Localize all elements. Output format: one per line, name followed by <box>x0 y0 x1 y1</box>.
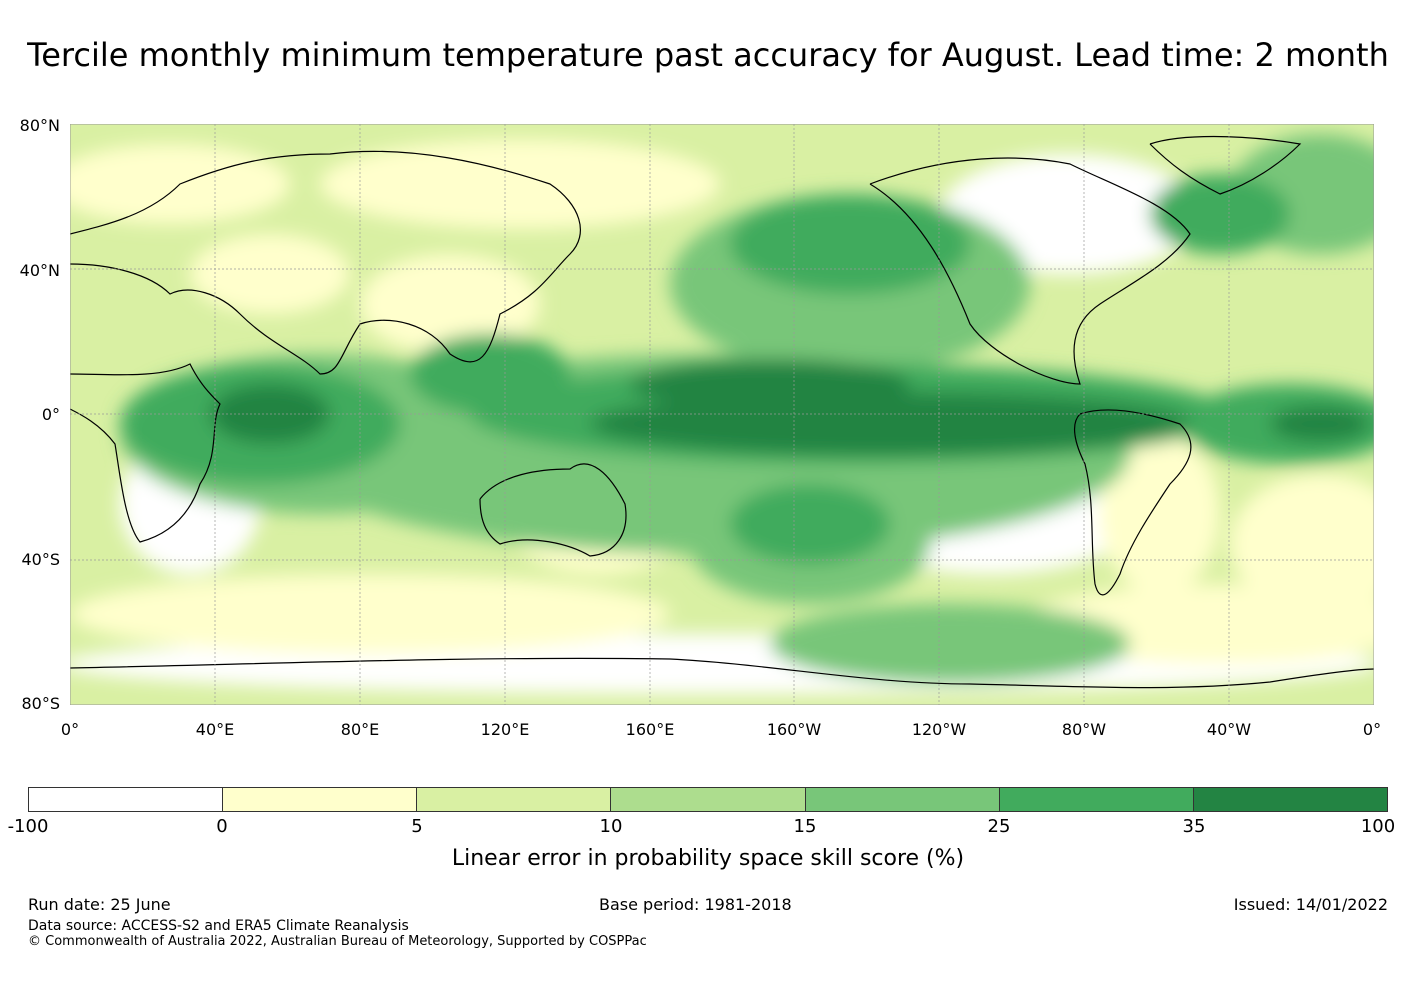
colorbar-bin <box>804 788 999 811</box>
lon-label-80e: 80°E <box>340 720 380 739</box>
lon-label-160e: 160°E <box>625 720 675 739</box>
lon-label-120w: 120°W <box>911 720 967 739</box>
lon-label-0: 0° <box>60 720 80 739</box>
skill-field <box>70 134 1374 694</box>
colorbar <box>28 787 1388 812</box>
lon-label-0-right: 0° <box>1362 720 1382 739</box>
lat-label-80s: 80°S <box>21 694 60 713</box>
colorbar-label: Linear error in probability space skill … <box>451 846 965 871</box>
colorbar-tick: 35 <box>1182 816 1206 837</box>
colorbar-bin <box>416 788 611 811</box>
colorbar-bin <box>998 788 1193 811</box>
base-period: Base period: 1981-2018 <box>599 895 792 914</box>
lon-label-80w: 80°W <box>1061 720 1107 739</box>
lon-label-120e: 120°E <box>480 720 530 739</box>
lon-label-160w: 160°W <box>766 720 822 739</box>
lat-label-80n: 80°N <box>19 116 60 135</box>
lat-label-40n: 40°N <box>19 261 60 280</box>
colorbar-bin <box>1192 788 1387 811</box>
colorbar-tick: 5 <box>411 816 423 837</box>
copyright: © Commonwealth of Australia 2022, Austra… <box>28 934 647 949</box>
run-date: Run date: 25 June <box>28 895 171 914</box>
colorbar-tick: 10 <box>599 816 623 837</box>
colorbar-tick: -100 <box>7 816 49 837</box>
lat-label-40s: 40°S <box>21 550 60 569</box>
colorbar-tick: 100 <box>1360 816 1396 837</box>
map-canvas <box>70 124 1374 705</box>
colorbar-tick: 0 <box>216 816 228 837</box>
lat-label-0: 0° <box>41 405 60 424</box>
colorbar-bin <box>610 788 805 811</box>
colorbar-tick: 15 <box>793 816 817 837</box>
lon-label-40e: 40°E <box>195 720 235 739</box>
lon-label-40w: 40°W <box>1206 720 1252 739</box>
data-source: Data source: ACCESS-S2 and ERA5 Climate … <box>28 918 409 934</box>
colorbar-bin <box>29 788 223 811</box>
coastlines <box>70 135 1374 689</box>
graticule <box>70 124 1374 705</box>
chart-title: Tercile monthly minimum temperature past… <box>27 36 1389 74</box>
skill-score-map <box>70 124 1374 705</box>
issued-date: Issued: 14/01/2022 <box>1233 895 1388 914</box>
colorbar-tick: 25 <box>987 816 1011 837</box>
colorbar-bin <box>222 788 417 811</box>
